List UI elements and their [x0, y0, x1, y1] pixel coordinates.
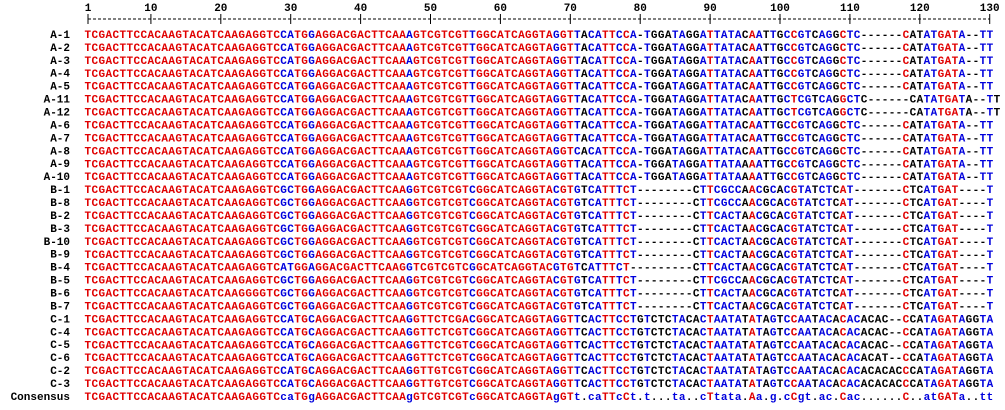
row-label: A-10: [44, 172, 70, 184]
sequence: TCGACTTCCACAAGTACATCAAGAGGTCCATGGAGGACGA…: [85, 107, 1001, 119]
row-label: B-4: [50, 263, 70, 275]
consensus-label: Consensus: [11, 392, 70, 404]
sequence: TCGACTTCCACAAGTACATCAAGAGGTCCATGGAGGACGA…: [85, 69, 994, 81]
sequence: TCGACTTCCACAAGTACATCAAGAGGTCGCTGGAGGACGA…: [85, 276, 994, 288]
row-label: B-2: [50, 211, 70, 223]
ruler-number: 120: [910, 3, 930, 15]
ruler-number: 80: [634, 3, 647, 15]
ruler-number: 1: [85, 3, 92, 15]
ruler-number: 90: [704, 3, 717, 15]
row-label: C-6: [50, 353, 70, 365]
sequence: TCGACTTCCACAAGTACATCAAGAGGTCGCTGGAGGACGA…: [85, 198, 994, 210]
sequence: TCGACTTCCACAAGTACATCAAGAGGTCCATGGAGGACGA…: [85, 120, 994, 132]
row-label: A-2: [50, 43, 70, 55]
row-label: C-4: [50, 327, 70, 339]
sequence: TCGACTTCCACAAGTACATCAAGAGGTCcaTGgAGGACGA…: [85, 392, 994, 404]
sequence: TCGACTTCCACAAGTACATCAAGAGGTCGCTGGAGGACGA…: [85, 301, 994, 313]
row-label: A-9: [50, 159, 70, 171]
sequence: TCGACTTCCACAAGTACATCAAGAGGTCCATGCAGGACGA…: [85, 366, 994, 378]
sequence: TCGACTTCCACAAGTACATCAAGAGGTCGCTGGAGGACGA…: [85, 237, 994, 249]
row-label: B-9: [50, 250, 70, 262]
sequence: TCGACTTCCACAAGTACATCAAGAGGTCCATGCAGGACGA…: [85, 314, 994, 326]
row-label: B-3: [50, 224, 70, 236]
sequence: TCGACTTCCACAAGTACATCAAGAGGTCCATGGAGGACGA…: [85, 146, 994, 158]
sequence: TCGACTTCCACAAGTACATCAAGAGGTCGCTGGAGGACGA…: [85, 185, 994, 197]
ruler-number: 70: [564, 3, 577, 15]
row-label: A-4: [50, 69, 70, 81]
row-label: B-7: [50, 301, 70, 313]
row-label: C-1: [50, 314, 70, 326]
sequence: TCGACTTCCACAAGTACATCAAGAGGTCCATGCAGGACGA…: [85, 327, 994, 339]
row-label: B-10: [44, 237, 70, 249]
row-label: A-6: [50, 120, 70, 132]
sequence: TCGACTTCCACAAGTACATCAAGAGGTCCATGCAGGACGA…: [85, 340, 994, 352]
ruler-number: 30: [284, 3, 297, 15]
ruler-number: 40: [354, 3, 367, 15]
ruler-number: 50: [424, 3, 437, 15]
sequence: TCGACTTCCACAAGTACATCAAGAGGTCCATGCAGGACGA…: [85, 379, 994, 391]
sequence: TCGACTTCCACAAGTACATCAAGGGGTCGCTGGAGGACGA…: [85, 288, 994, 300]
sequence: TCGACTTCCACAAGTACATCAAGAGGTCCATGGAGGACGA…: [85, 133, 994, 145]
row-label: C-2: [50, 366, 70, 378]
ruler-number: 130: [980, 3, 1000, 15]
sequence: TCGACTTCCACAAGTACATCAAGAGGTCCATGGAGGACGA…: [85, 82, 994, 94]
row-label: A-8: [50, 146, 70, 158]
sequence: TCGACTTCCACAAGTACATCAAGAGGTCGCTGGAGGACGA…: [85, 224, 994, 236]
sequence: TCGACTTCCACAAGTACATCAAGAGGTCATGGAGGACGAC…: [85, 263, 994, 275]
row-label: C-5: [50, 340, 70, 352]
ruler-number: 60: [494, 3, 507, 15]
ruler-number: 110: [840, 3, 860, 15]
sequence: TCGACTTCCACAAGTACATCAAGAGGTCCATGGAGGACGA…: [85, 30, 994, 42]
row-label: B-5: [50, 276, 70, 288]
row-label: B-8: [50, 198, 70, 210]
sequence: TCGACTTCCACAAGTACATCAAGAGGTCGCTGGAGGACGA…: [85, 250, 994, 262]
row-label: A-7: [50, 133, 70, 145]
ruler-number: 20: [214, 3, 227, 15]
ruler-number: 100: [770, 3, 790, 15]
sequence: TCGACTTCCACAAGTACATCAAGAGGTCCATGGAGGACGA…: [85, 95, 1001, 107]
row-label: A-5: [50, 82, 70, 94]
row-label: C-3: [50, 379, 70, 391]
sequence: TCGACTTCCACAAGTACATCAAGAGGTCCATGGAGGACGA…: [85, 56, 994, 68]
row-label: A-11: [44, 95, 71, 107]
sequence: TCGACTTCCACAAGTACATCAAGAGGTCCATGGAGGACGA…: [85, 172, 994, 184]
row-label: A-1: [50, 30, 70, 42]
sequence: TCGACTTCCACAAGTACATCAAGAGGTCGCTGGAGGACGA…: [85, 211, 994, 223]
sequence: TCGACTTCCACAAGTACATCAAGAGGTCCATGGAGGACGA…: [85, 43, 994, 55]
row-label: B-1: [50, 185, 70, 197]
row-label: B-6: [50, 288, 70, 300]
row-label: A-12: [44, 107, 70, 119]
sequence: TCGACTTCCACAAGTACATCAAGAGGTCCATGCAGGACGA…: [85, 353, 994, 365]
ruler-number: 10: [144, 3, 157, 15]
sequence: TCGACTTCCACAAGTACATCAAGAGGTCCATGGAGGACGA…: [85, 159, 994, 171]
row-label: A-3: [50, 56, 70, 68]
